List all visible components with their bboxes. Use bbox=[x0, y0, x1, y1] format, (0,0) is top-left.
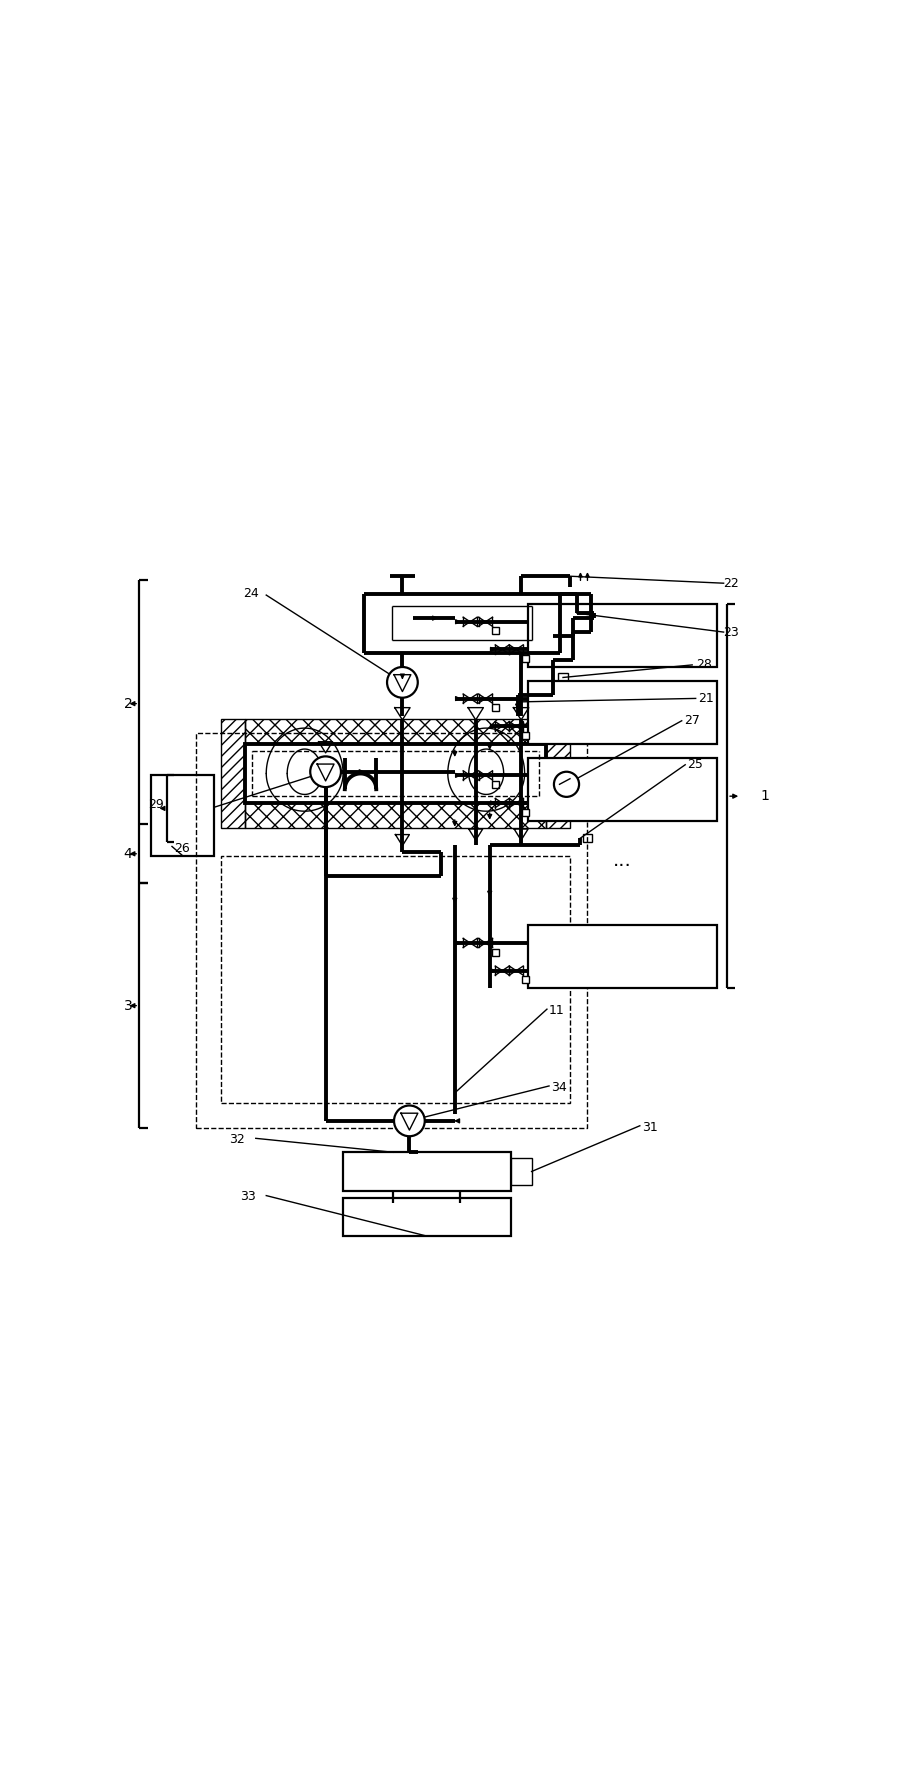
Bar bbox=[196, 733, 587, 1127]
Text: 27: 27 bbox=[684, 714, 700, 728]
Bar bbox=[493, 705, 499, 712]
Text: 1: 1 bbox=[760, 789, 769, 803]
Text: 23: 23 bbox=[724, 626, 740, 639]
Text: 25: 25 bbox=[687, 758, 703, 771]
Bar bbox=[343, 1152, 511, 1190]
Text: 32: 32 bbox=[230, 1133, 245, 1147]
Bar bbox=[245, 803, 545, 828]
Bar bbox=[245, 744, 545, 803]
Bar bbox=[522, 976, 529, 983]
Bar bbox=[221, 856, 570, 1104]
Text: 34: 34 bbox=[551, 1081, 567, 1094]
Text: 29: 29 bbox=[148, 799, 164, 812]
Bar bbox=[528, 605, 716, 667]
Text: 31: 31 bbox=[642, 1120, 658, 1133]
Bar bbox=[522, 731, 529, 739]
Text: ···: ··· bbox=[613, 856, 632, 876]
Circle shape bbox=[394, 1106, 424, 1136]
Bar bbox=[221, 719, 245, 828]
Bar bbox=[493, 949, 499, 956]
Text: 2: 2 bbox=[123, 698, 132, 710]
Bar bbox=[583, 833, 592, 842]
Text: 33: 33 bbox=[240, 1190, 256, 1204]
Text: 24: 24 bbox=[243, 587, 259, 599]
Bar bbox=[528, 758, 716, 821]
Bar bbox=[245, 719, 545, 744]
Bar bbox=[493, 781, 499, 789]
Text: 26: 26 bbox=[174, 842, 190, 855]
Bar bbox=[151, 776, 214, 856]
Bar bbox=[545, 719, 570, 828]
Bar bbox=[511, 1158, 532, 1185]
Bar bbox=[522, 808, 529, 815]
Circle shape bbox=[387, 667, 418, 698]
Text: 28: 28 bbox=[696, 658, 712, 671]
Bar bbox=[528, 926, 716, 988]
Bar bbox=[528, 681, 716, 744]
Bar bbox=[343, 1197, 511, 1236]
Bar bbox=[522, 655, 529, 662]
Bar bbox=[493, 628, 499, 635]
Text: 11: 11 bbox=[549, 1004, 565, 1017]
Text: 21: 21 bbox=[697, 692, 714, 705]
Circle shape bbox=[554, 772, 579, 797]
Text: 3: 3 bbox=[123, 999, 132, 1013]
Bar bbox=[558, 673, 568, 681]
Text: 4: 4 bbox=[123, 847, 132, 862]
Circle shape bbox=[310, 756, 341, 787]
Text: 22: 22 bbox=[724, 576, 740, 591]
